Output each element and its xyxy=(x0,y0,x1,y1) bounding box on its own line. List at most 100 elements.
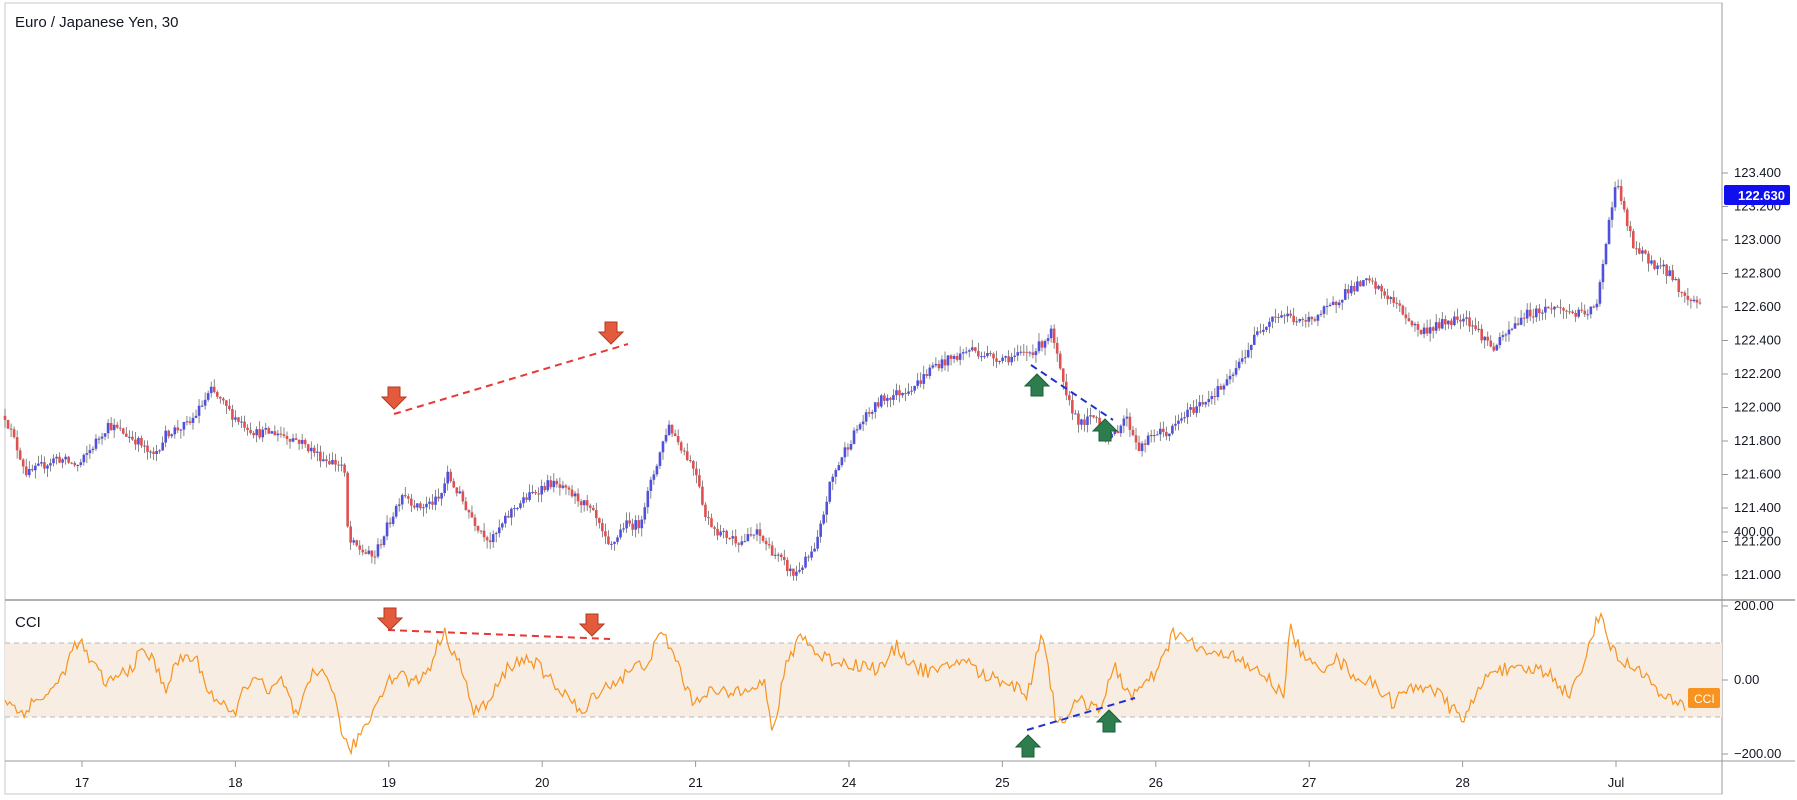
candle-body xyxy=(200,405,204,407)
price-tick-label: 122.000 xyxy=(1734,400,1781,415)
candle-body xyxy=(82,454,86,463)
candle-body xyxy=(485,537,489,541)
candle-body xyxy=(1407,318,1411,322)
candle-body xyxy=(570,489,574,497)
candle-body xyxy=(946,355,950,366)
candle-body xyxy=(919,380,923,384)
candle-body xyxy=(21,459,25,467)
candle-body xyxy=(795,571,798,576)
candle-body xyxy=(1437,322,1441,329)
candle-body xyxy=(76,465,80,467)
candle-body xyxy=(243,421,246,428)
cci-tick-label: 200.00 xyxy=(1734,598,1774,613)
candle-body xyxy=(88,450,92,454)
candle-body xyxy=(70,462,74,464)
candle-body xyxy=(958,353,962,360)
candle-body xyxy=(446,471,450,484)
candle-body xyxy=(970,347,974,351)
candle-body xyxy=(1659,265,1662,267)
candle-body xyxy=(1680,291,1684,293)
candle-body xyxy=(713,527,716,529)
candle-body xyxy=(867,412,871,414)
cci-line xyxy=(4,611,1686,756)
candle-body xyxy=(519,503,522,508)
candle-body xyxy=(1131,429,1135,436)
candle-body xyxy=(1013,355,1017,357)
candle-body xyxy=(716,528,719,536)
candle-body xyxy=(1456,316,1459,320)
candle-body xyxy=(1434,322,1438,331)
candle-body xyxy=(161,442,164,451)
candle-body xyxy=(779,554,783,557)
candle-body xyxy=(507,515,510,518)
candle-body xyxy=(804,556,807,568)
candle-body xyxy=(497,527,501,534)
candle-body xyxy=(591,507,595,511)
candle-body xyxy=(1647,253,1650,264)
candle-body xyxy=(118,427,122,429)
candle-body xyxy=(106,422,110,434)
candle-body xyxy=(731,536,735,539)
candle-body xyxy=(49,463,52,466)
candle-body xyxy=(1574,312,1577,317)
candle-body xyxy=(849,443,853,450)
candle-body xyxy=(889,397,892,400)
candle-body xyxy=(491,534,495,543)
candle-body xyxy=(786,560,789,572)
candle-body xyxy=(476,525,480,531)
price-tick-label: 122.200 xyxy=(1734,366,1781,381)
candle-body xyxy=(1365,278,1368,281)
candle-body xyxy=(1413,324,1417,326)
candle-body xyxy=(649,479,653,491)
candle-body xyxy=(473,517,477,526)
candle-body xyxy=(1683,292,1687,296)
candle-body xyxy=(1316,314,1320,321)
candle-body xyxy=(1383,291,1386,296)
candle-body xyxy=(531,492,534,494)
candle-body xyxy=(12,429,16,438)
candle-body xyxy=(955,356,959,360)
candle-body xyxy=(143,445,146,447)
candle-body xyxy=(1074,413,1077,415)
candle-body xyxy=(1137,442,1141,452)
candle-body xyxy=(397,504,401,506)
candle-body xyxy=(613,541,616,544)
candle-body xyxy=(97,438,101,440)
candle-body xyxy=(1319,313,1323,315)
candle-body xyxy=(1477,328,1480,330)
candle-body xyxy=(131,436,134,440)
candle-body xyxy=(1216,386,1220,398)
candle-body xyxy=(1380,285,1383,292)
candle-body xyxy=(1240,358,1244,362)
candle-body xyxy=(886,397,889,401)
candle-body xyxy=(494,533,498,535)
candle-body xyxy=(1098,417,1101,427)
candle-body xyxy=(112,424,116,431)
candle-body xyxy=(121,428,125,434)
candle-body xyxy=(461,491,465,502)
candle-body xyxy=(880,395,883,407)
candle-body xyxy=(816,536,819,549)
candle-body xyxy=(1495,345,1499,351)
candle-body xyxy=(1052,328,1056,343)
candle-body xyxy=(1453,316,1456,326)
candle-body xyxy=(343,464,346,473)
last-price-badge xyxy=(1724,185,1790,205)
candle-body xyxy=(1180,418,1183,421)
candle-body xyxy=(895,390,898,396)
candle-body xyxy=(449,471,453,482)
candle-body xyxy=(1686,295,1690,300)
candle-body xyxy=(300,439,304,444)
candle-body xyxy=(1304,320,1308,322)
candle-body xyxy=(1462,318,1465,322)
candle-body xyxy=(406,496,410,499)
candle-body xyxy=(179,429,183,431)
candle-body xyxy=(1468,317,1471,327)
candle-body xyxy=(1586,314,1590,316)
candle-body xyxy=(1556,306,1559,308)
candle-body xyxy=(1486,336,1490,341)
candle-body xyxy=(1359,281,1362,287)
candle-body xyxy=(1428,327,1432,334)
candle-body xyxy=(1592,306,1596,308)
candle-body xyxy=(1516,323,1520,325)
